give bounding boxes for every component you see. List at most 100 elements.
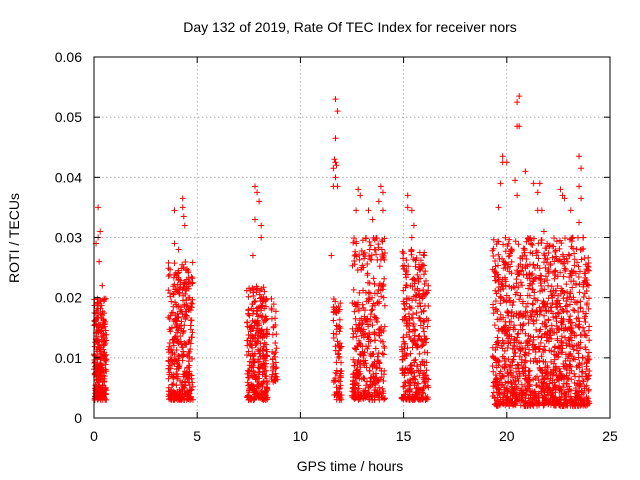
roti-point	[526, 382, 533, 389]
roti-point	[522, 168, 529, 175]
roti-point	[497, 300, 504, 307]
roti-point	[335, 342, 342, 349]
roti-point	[420, 341, 427, 348]
roti-point	[500, 399, 507, 406]
roti-point	[575, 341, 582, 348]
roti-point	[381, 367, 388, 374]
roti-point	[567, 343, 574, 350]
roti-point	[367, 338, 374, 345]
roti-point	[337, 300, 344, 307]
roti-point	[167, 266, 174, 273]
roti-point	[245, 311, 252, 318]
roti-point	[566, 301, 573, 308]
roti-point	[508, 258, 515, 265]
roti-point	[556, 310, 563, 317]
roti-point	[245, 396, 252, 403]
roti-point	[506, 236, 513, 243]
roti-point	[258, 234, 265, 241]
roti-point	[330, 334, 337, 341]
roti-point	[172, 394, 179, 401]
roti-point	[534, 249, 541, 256]
roti-point	[422, 268, 429, 275]
roti-point	[528, 400, 535, 407]
roti-point	[334, 183, 341, 190]
roti-point	[184, 395, 191, 402]
roti-point	[549, 329, 556, 336]
roti-point	[492, 257, 499, 264]
roti-point	[350, 239, 357, 246]
roti-point	[571, 380, 578, 387]
roti-point	[244, 379, 251, 386]
roti-point	[358, 376, 365, 383]
roti-point	[520, 321, 527, 328]
roti-point	[402, 313, 409, 320]
roti-point	[568, 352, 575, 359]
roti-point	[552, 248, 559, 255]
roti-point	[413, 309, 420, 316]
roti-point	[584, 300, 591, 307]
roti-point	[525, 395, 532, 402]
roti-point	[257, 295, 264, 302]
roti-point	[350, 330, 357, 337]
roti-point	[514, 99, 521, 106]
roti-point	[366, 331, 373, 338]
roti-point	[564, 375, 571, 382]
roti-point	[375, 349, 382, 356]
roti-point	[537, 339, 544, 346]
x-tick-label: 20	[499, 428, 515, 444]
roti-point	[256, 365, 263, 372]
roti-point	[514, 365, 521, 372]
roti-point	[257, 340, 264, 347]
roti-point	[585, 386, 592, 393]
roti-point	[94, 300, 101, 307]
roti-point	[563, 342, 570, 349]
roti-point	[360, 395, 367, 402]
roti-point	[378, 293, 385, 300]
roti-point	[579, 354, 586, 361]
roti-point	[349, 300, 356, 307]
roti-point	[510, 372, 517, 379]
roti-point	[493, 384, 500, 391]
y-axis-label: ROTI / TECUs	[6, 193, 22, 283]
roti-point	[244, 319, 251, 326]
roti-point	[375, 198, 382, 205]
roti-point	[183, 296, 190, 303]
roti-point	[175, 355, 182, 362]
roti-point	[510, 342, 517, 349]
roti-point	[380, 390, 387, 397]
roti-point	[499, 345, 506, 352]
roti-point	[355, 307, 362, 314]
roti-point	[416, 391, 423, 398]
roti-point	[263, 328, 270, 335]
roti-point	[168, 347, 175, 354]
roti-point	[415, 275, 422, 282]
roti-point	[499, 153, 506, 160]
roti-point	[381, 395, 388, 402]
roti-point	[262, 317, 269, 324]
roti-point	[96, 350, 103, 357]
roti-point	[531, 295, 538, 302]
roti-point	[503, 159, 510, 166]
roti-point	[411, 326, 418, 333]
roti-point	[536, 180, 543, 187]
y-tick-label: 0.01	[55, 350, 82, 366]
roti-point	[543, 399, 550, 406]
roti-point	[530, 318, 537, 325]
roti-point	[166, 396, 173, 403]
roti-point	[256, 198, 263, 205]
roti-point	[575, 263, 582, 270]
roti-point	[378, 323, 385, 330]
roti-point	[416, 350, 423, 357]
roti-point	[332, 159, 339, 166]
roti-point	[566, 252, 573, 259]
roti-point	[547, 368, 554, 375]
roti-point	[519, 313, 526, 320]
roti-point	[96, 379, 103, 386]
roti-point	[493, 402, 500, 409]
roti-point	[502, 322, 509, 329]
roti-point	[173, 317, 180, 324]
roti-point	[93, 314, 100, 321]
roti-point	[168, 298, 175, 305]
roti-point	[165, 273, 172, 280]
roti-point	[353, 333, 360, 340]
